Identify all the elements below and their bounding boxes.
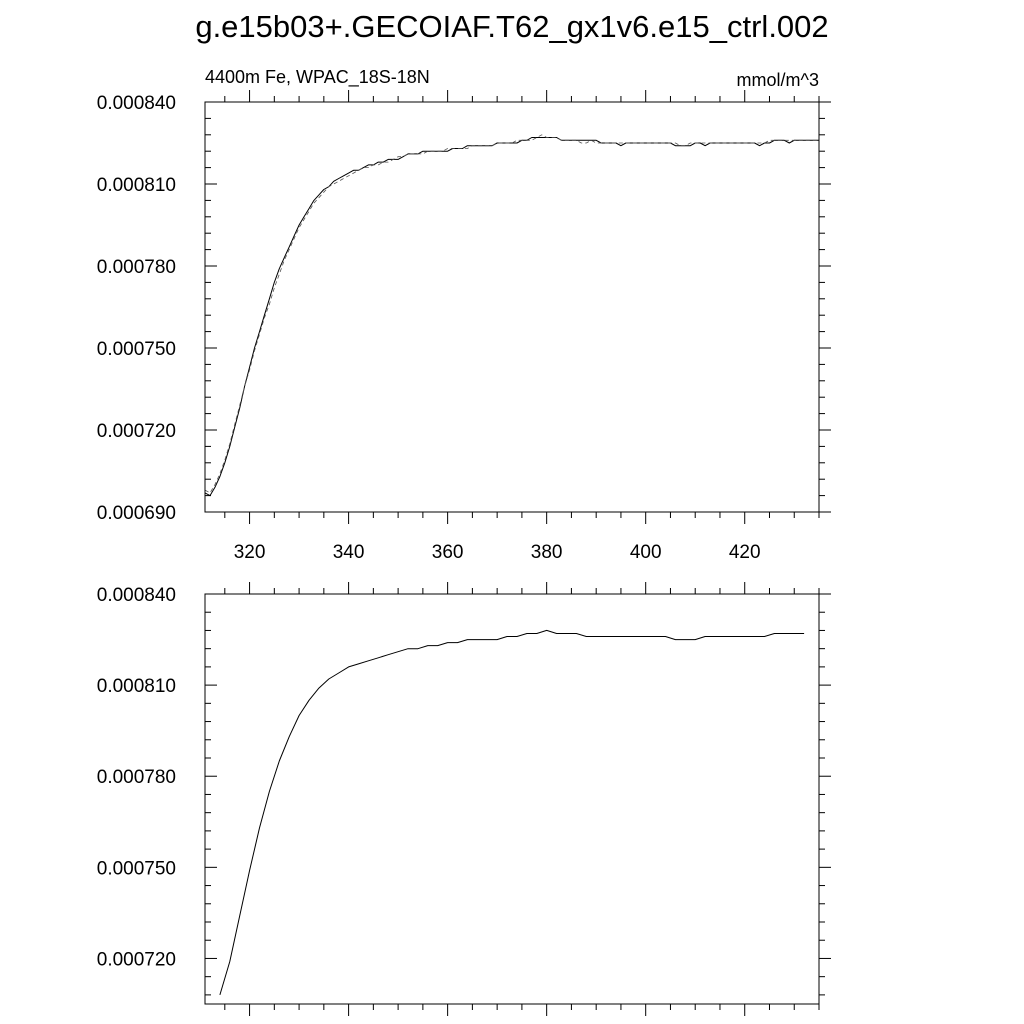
top-y-tick-label: 0.000780: [97, 257, 176, 278]
top-y-tick-label: 0.000750: [97, 339, 176, 360]
bottom-panel-series-group: [219, 629, 805, 996]
bottom-y-tick-label: 0.000840: [97, 585, 176, 606]
top-panel-axis-ticks: [205, 90, 831, 524]
bottom-series-line-1: [219, 629, 805, 996]
top-y-tick-label: 0.000840: [97, 93, 176, 114]
bottom-y-tick-label: 0.000780: [97, 767, 176, 788]
bottom-panel: 0.000720 0.000750 0.000780 0.000810 0.000840: [97, 582, 831, 1016]
top-y-tick-label: 0.000810: [97, 175, 176, 196]
top-y-tick-label: 0.000690: [97, 503, 176, 524]
bottom-panel-plot-frame: [204, 593, 820, 1005]
top-panel-tick-labels: 320 340 360 380 400 420 0.000690 0.000720 0.0007…: [97, 93, 761, 563]
top-x-tick-label: 400: [630, 542, 662, 563]
bottom-y-tick-label: 0.000810: [97, 676, 176, 697]
top-x-tick-label: 340: [333, 542, 365, 563]
bottom-panel-tick-labels: 0.000720 0.000750 0.000780 0.000810 0.000840: [97, 585, 176, 970]
top-x-tick-label: 320: [234, 542, 266, 563]
top-x-tick-label: 420: [729, 542, 761, 563]
top-x-tick-label: 360: [432, 542, 464, 563]
figure-title: g.e15b03+.GECOIAF.T62_gx1v6.e15_ctrl.002: [195, 9, 828, 44]
top-panel-series-group: [204, 134, 819, 497]
top-panel-plot-frame: [204, 101, 820, 513]
top-series-line-2: [204, 134, 819, 494]
bottom-y-tick-label: 0.000750: [97, 858, 176, 879]
top-panel: 4400m Fe, WPAC_18S-18N mmol/m^3 320 340 36…: [97, 67, 831, 563]
bottom-panel-axis-ticks: [205, 582, 831, 1016]
top-y-tick-label: 0.000720: [97, 421, 176, 442]
top-x-tick-label: 380: [531, 542, 563, 563]
top-panel-left-label: 4400m Fe, WPAC_18S-18N: [205, 67, 430, 88]
bottom-y-tick-label: 0.000720: [97, 949, 176, 970]
top-panel-units-label: mmol/m^3: [737, 70, 819, 90]
